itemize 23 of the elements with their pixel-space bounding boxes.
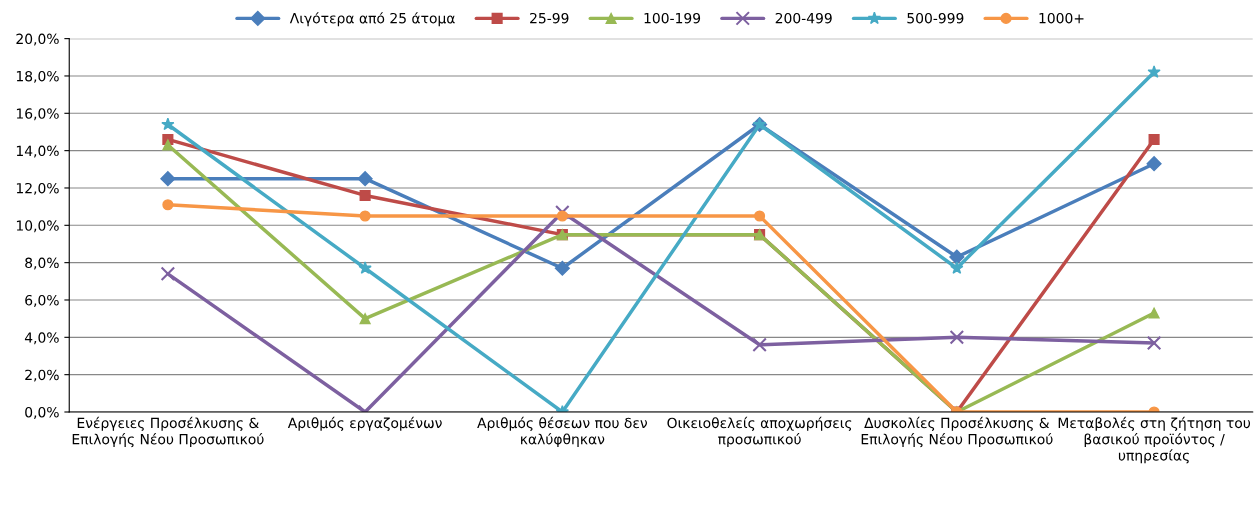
y-tick-label: 20,0% (16, 33, 59, 46)
y-tick-label: 6,0% (25, 294, 59, 307)
x-tick-label: Αριθμός θέσεων που δεν καλύφθηκαν (477, 416, 648, 448)
y-tick-label: 12,0% (16, 182, 59, 195)
y-tick-label: 0,0% (25, 406, 59, 419)
legend-label: Λιγότερα από 25 άτομα (289, 12, 455, 27)
legend-label: 500-999 (907, 12, 964, 24)
y-tick-label: 16,0% (16, 108, 59, 121)
legend-label: 100-199 (644, 12, 701, 24)
y-tick-label: 18,0% (16, 70, 59, 83)
legend-label: 1000+ (1039, 12, 1084, 24)
legend-label: 200-499 (775, 12, 832, 24)
y-tick-label: 14,0% (16, 145, 59, 158)
y-tick-label: 4,0% (24, 332, 59, 345)
x-tick-label: Οικειοθελείς αποχωρήσεις προσωπικού (667, 416, 852, 448)
x-tick-label: Δυσκολίες Προσέλκυσης & Επιλογής Νέου Προσωπικού (861, 416, 1053, 448)
y-tick-label: 2,0% (25, 369, 59, 382)
y-tick-label: 8,0% (25, 257, 59, 270)
x-tick-label: Μεταβολές στη ζήτηση του βασικού προϊόντος / υπηρεσίας (1058, 416, 1251, 464)
y-tick-label: 10,0% (16, 220, 59, 233)
legend-label: 25-99 (530, 12, 569, 24)
x-tick-label: Ενέργειες Προσέλκυσης & Επιλογής Νέου Προσωπικού (72, 416, 264, 448)
x-tick-label: Αριθμός εργαζομένων (287, 416, 442, 431)
